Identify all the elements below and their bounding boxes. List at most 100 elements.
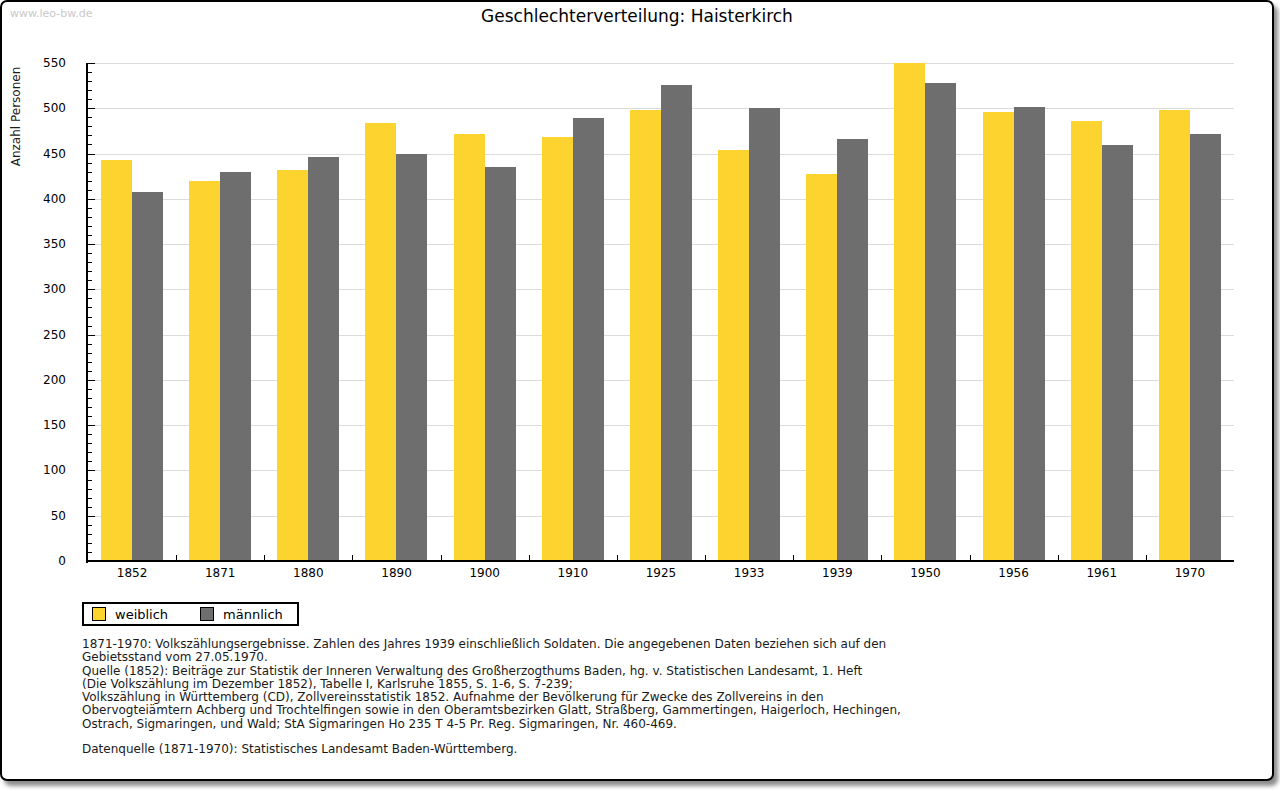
y-tick-label-300: 300: [6, 283, 66, 295]
y-tick: [88, 407, 92, 408]
bar-männlich-1961: [1102, 145, 1133, 562]
y-tick: [88, 335, 95, 336]
y-tick: [88, 253, 92, 254]
x-tick: [705, 555, 706, 561]
y-tick: [88, 244, 95, 245]
footnote-line: Ostrach, Sigmaringen, und Wald; StA Sigm…: [82, 718, 922, 731]
y-tick: [88, 425, 95, 426]
y-tick: [88, 516, 95, 517]
y-tick-label-250: 250: [6, 329, 66, 341]
x-tick-label-1890: 1890: [353, 566, 441, 580]
y-tick: [88, 380, 95, 381]
y-tick: [88, 63, 95, 64]
bar-männlich-1880: [308, 157, 339, 561]
y-tick: [88, 181, 92, 182]
x-tick-label-1950: 1950: [881, 566, 969, 580]
x-tick: [1146, 555, 1147, 561]
y-tick: [88, 81, 92, 82]
y-tick: [88, 72, 92, 73]
footnotes: 1871-1970: Volkszählungsergebnisse. Zahl…: [82, 638, 922, 731]
y-tick: [88, 90, 92, 91]
bar-männlich-1871: [220, 172, 251, 561]
footnote-line: Obervogteiämtern Achberg und Trochtelfin…: [82, 704, 922, 717]
y-tick: [88, 443, 92, 444]
y-tick-label-100: 100: [6, 464, 66, 476]
footnote-line: Quelle (1852): Beiträge zur Statistik de…: [82, 665, 922, 678]
bar-weiblich-1950: [894, 63, 925, 561]
x-tick: [529, 555, 530, 561]
x-tick: [617, 555, 618, 561]
y-tick: [88, 543, 92, 544]
footnote-line: 1871-1970: Volkszählungsergebnisse. Zahl…: [82, 638, 922, 651]
y-tick-label-0: 0: [6, 555, 66, 567]
legend-box: weiblich männlich: [82, 602, 299, 626]
chart-title: Geschlechterverteilung: Haisterkirch: [2, 6, 1272, 26]
legend-label-weiblich: weiblich: [115, 607, 168, 622]
y-tick: [88, 271, 92, 272]
x-tick: [264, 555, 265, 561]
gridline-550: [88, 63, 1234, 64]
y-tick: [88, 362, 92, 363]
x-tick: [352, 555, 353, 561]
x-tick: [176, 555, 177, 561]
x-tick-label-1880: 1880: [264, 566, 352, 580]
y-tick: [88, 371, 92, 372]
x-tick-label-1970: 1970: [1146, 566, 1234, 580]
bar-weiblich-1880: [277, 170, 308, 561]
footnote-line: Volkszählung in Württemberg (CD), Zollve…: [82, 691, 922, 704]
y-tick: [88, 317, 92, 318]
y-tick: [88, 326, 92, 327]
y-tick: [88, 190, 92, 191]
bar-männlich-1925: [661, 85, 692, 561]
y-tick: [88, 344, 92, 345]
y-tick: [88, 289, 95, 290]
x-tick: [1058, 555, 1059, 561]
y-tick: [88, 235, 92, 236]
y-tick-label-50: 50: [6, 510, 66, 522]
y-tick: [88, 470, 95, 471]
y-tick: [88, 135, 92, 136]
bar-weiblich-1933: [718, 150, 749, 561]
y-tick: [88, 434, 92, 435]
x-tick: [793, 555, 794, 561]
bar-weiblich-1925: [630, 110, 661, 561]
x-tick: [970, 555, 971, 561]
x-tick-label-1961: 1961: [1058, 566, 1146, 580]
y-tick-label-450: 450: [6, 148, 66, 160]
bar-weiblich-1910: [542, 137, 573, 561]
y-tick: [88, 498, 92, 499]
y-tick: [88, 298, 92, 299]
x-tick: [881, 555, 882, 561]
bar-männlich-1956: [1014, 107, 1045, 561]
bar-weiblich-1956: [983, 112, 1014, 561]
y-tick: [88, 163, 92, 164]
y-tick-label-350: 350: [6, 238, 66, 250]
legend-swatch-weiblich: [92, 607, 106, 621]
y-tick: [88, 108, 95, 109]
y-axis-title: Anzahl Personen: [9, 17, 24, 217]
footnote-line: (Die Volkszählung im Dezember 1852), Tab…: [82, 678, 922, 691]
legend-label-maennlich: männlich: [223, 607, 283, 622]
x-tick-label-1910: 1910: [529, 566, 617, 580]
bar-männlich-1900: [485, 167, 516, 561]
y-tick: [88, 398, 92, 399]
y-tick: [88, 226, 92, 227]
x-axis-line: [86, 560, 1234, 562]
y-tick: [88, 117, 92, 118]
y-tick: [88, 507, 92, 508]
x-tick-label-1925: 1925: [617, 566, 705, 580]
footnote-line: Gebietsstand vom 27.05.1970.: [82, 651, 922, 664]
bar-weiblich-1900: [454, 134, 485, 561]
y-tick: [88, 208, 92, 209]
y-tick: [88, 353, 92, 354]
y-tick-label-400: 400: [6, 193, 66, 205]
y-tick: [88, 307, 92, 308]
bar-weiblich-1890: [365, 123, 396, 561]
y-tick: [88, 452, 92, 453]
y-tick: [88, 280, 92, 281]
y-tick: [88, 416, 92, 417]
y-tick: [88, 489, 92, 490]
y-tick: [88, 461, 92, 462]
y-tick: [88, 199, 95, 200]
y-tick: [88, 552, 92, 553]
